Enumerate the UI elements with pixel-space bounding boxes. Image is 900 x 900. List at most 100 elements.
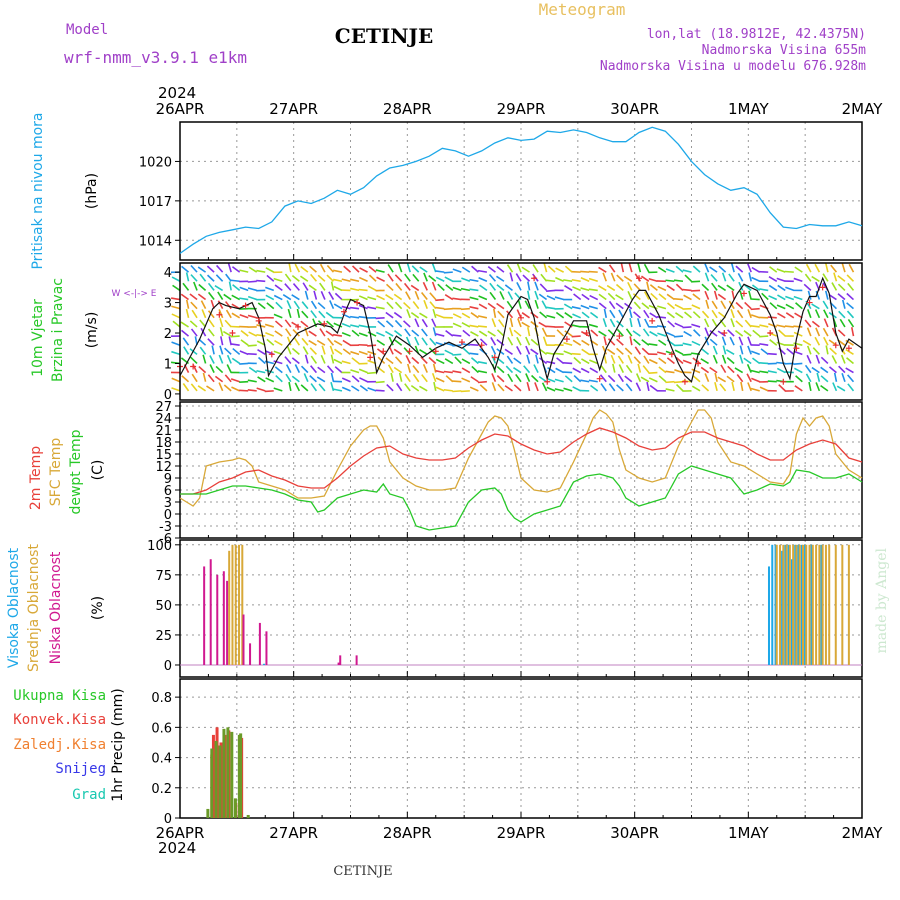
wind-arrow: [820, 366, 829, 374]
wind-arrow: [317, 274, 326, 282]
cloud-bar: [228, 550, 231, 665]
wind-arrow: [257, 376, 266, 383]
wind-arrow: [332, 278, 343, 283]
wind-arrow: [506, 355, 514, 364]
wind-arrow: [256, 269, 266, 273]
wind-arrow: [747, 345, 752, 355]
wind-arrow: [649, 284, 658, 292]
wind-arrow: [840, 354, 846, 364]
wind-arrow: [573, 293, 582, 301]
precip-unit: 1hr Precip (mm): [110, 688, 126, 801]
wind-arrow: [351, 375, 360, 383]
wind-arrow: [350, 287, 360, 292]
cloud-bar: [798, 544, 801, 665]
wind-arrow: [294, 263, 301, 273]
cloud-bar: [355, 655, 358, 665]
wind-arrow: [588, 305, 598, 310]
wind-arrow: [288, 263, 292, 273]
precip-legend-item: Grad: [72, 787, 106, 803]
wind-arrow: [845, 348, 854, 356]
wind-arrow: [521, 266, 530, 273]
wind-arrow: [341, 360, 351, 365]
wind-arrow: [673, 279, 684, 283]
wind-arrow: [291, 347, 300, 355]
wind-arrow: [219, 345, 224, 355]
wind-arrow: [837, 329, 846, 337]
wind-arrow: [563, 350, 573, 356]
wind-arrow: [197, 293, 207, 301]
wind-arrow: [643, 355, 650, 364]
wind-arrow: [479, 384, 488, 392]
wind-arrow: [794, 385, 803, 392]
wind-arrow: [291, 357, 300, 365]
wind-arrow: [367, 331, 377, 337]
wind-arrow: [412, 373, 420, 383]
wind-arrow: [625, 328, 633, 337]
wind-arrow: [563, 279, 573, 283]
wind-arrow: [394, 301, 403, 310]
wind-arrow: [300, 320, 309, 328]
wind-arrow: [682, 359, 692, 365]
high-cloud-title: Visoka Oblacnost: [6, 547, 22, 668]
cloud-bar: [775, 544, 778, 665]
wind-arrow: [504, 385, 513, 392]
wind-arrow: [768, 295, 778, 301]
wind-gust-markers: [177, 275, 852, 385]
compass-label: W <-|-> E: [112, 289, 157, 299]
wind-arrow: [547, 367, 556, 374]
cloud-bar: [784, 544, 787, 665]
wind-arrow: [531, 374, 539, 383]
wind-arrow: [736, 309, 744, 319]
wind-arrow: [349, 315, 360, 319]
wind-arrow: [171, 387, 181, 392]
wind-arrow: [469, 288, 479, 292]
y-tick-label: 0: [164, 812, 172, 827]
wind-arrow: [191, 373, 198, 383]
wind-arrow: [333, 269, 343, 273]
wind-arrow: [247, 389, 257, 392]
wind-arrow: [759, 343, 769, 346]
wind-arrow: [342, 348, 351, 355]
wind-arrow: [793, 295, 803, 301]
wind-arrow: [444, 349, 454, 356]
wind-arrow: [358, 295, 368, 301]
wind-arrow: [333, 358, 343, 365]
wind-arrow: [329, 300, 335, 309]
wind-arrow: [405, 336, 411, 346]
wind-arrow: [393, 311, 403, 319]
day-label-top: 29APR: [497, 100, 546, 118]
wind-arrow: [499, 291, 505, 300]
wind-arrow: [421, 328, 428, 337]
wind-arrow: [704, 290, 710, 300]
gust-marker: [767, 330, 774, 337]
wind-arrow: [701, 310, 710, 319]
wind-arrow: [658, 357, 667, 365]
wind-arrow: [435, 369, 445, 374]
wind-arrow: [682, 353, 692, 356]
wind-arrow: [641, 275, 650, 282]
wind-arrow: [513, 329, 522, 337]
wind-arrow: [635, 373, 642, 383]
wind-arrow: [310, 310, 318, 319]
wind-arrow: [393, 293, 403, 301]
wind-arrow: [487, 302, 496, 310]
wind-arrow: [410, 311, 420, 319]
wind-arrow: [675, 356, 684, 365]
wind-arrow: [470, 312, 479, 319]
wind-arrow: [326, 365, 335, 374]
wind-arrow: [804, 273, 812, 282]
y-tick-label: 9: [164, 472, 172, 487]
wind-arrow: [264, 369, 275, 374]
wind-arrow: [412, 365, 420, 374]
wind-arrow: [823, 318, 829, 328]
wind-arrow: [189, 320, 198, 328]
wind-arrow: [428, 356, 437, 365]
wind-arrow: [793, 350, 803, 356]
wind-arrow: [744, 301, 752, 310]
wind-arrow: [359, 384, 369, 392]
wind-arrow: [610, 272, 616, 282]
wind-arrow: [635, 382, 642, 392]
gust-marker: [354, 299, 361, 306]
wind-arrow: [180, 293, 189, 301]
wind-arrow: [404, 373, 411, 383]
